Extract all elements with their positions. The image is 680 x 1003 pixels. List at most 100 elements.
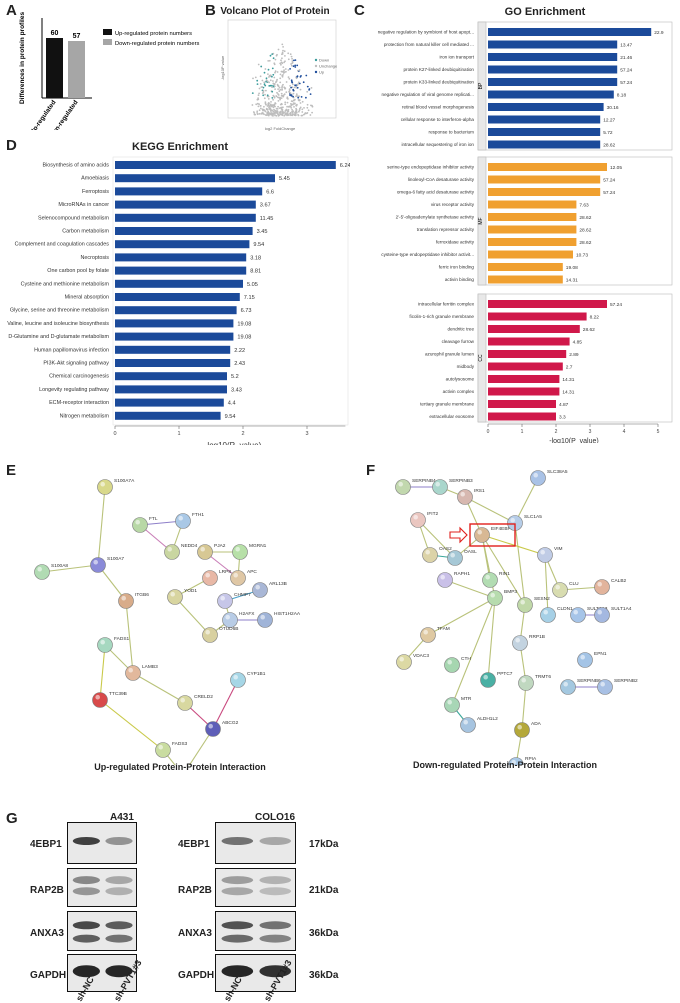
ppi-down-node-label: SERPINB4 <box>412 478 436 484</box>
volcano-point <box>296 75 299 78</box>
volcano-point <box>265 80 267 83</box>
volcano-point <box>285 70 287 73</box>
volcano-point <box>301 111 304 113</box>
volcano-point <box>298 110 300 113</box>
ppi-down-node <box>514 722 530 738</box>
ppi-up-caption: Up-regulated Protein-Protein Interaction <box>94 762 266 772</box>
go-bar-label: 28.62 <box>579 228 591 234</box>
volcano-point <box>259 107 262 110</box>
go-bar-label: 12.27 <box>603 118 615 124</box>
go-chart: BP negative regulation by symbiont of hos… <box>378 21 673 443</box>
kegg-bar <box>115 345 231 354</box>
volcano-point <box>281 43 284 46</box>
ppi-up-node <box>90 557 106 573</box>
volcano-point <box>262 109 264 112</box>
kegg-bar <box>115 279 243 288</box>
go-bar-label: 28.62 <box>579 215 591 221</box>
ppi-down-node-label: TFAM <box>437 626 450 632</box>
volcano-point <box>271 90 274 93</box>
go-bar <box>488 175 601 184</box>
kegg-bar-label: 9.54 <box>225 414 236 420</box>
volcano-point <box>256 110 259 113</box>
volcano-point <box>297 69 299 72</box>
volcano-point <box>290 79 293 82</box>
volcano-point <box>258 112 261 115</box>
kegg-bar <box>115 332 234 341</box>
ppi-down-node-highlight <box>398 481 403 487</box>
volcano-point <box>270 101 272 103</box>
volcano-point <box>299 76 302 78</box>
go-bar <box>488 103 604 111</box>
volcano-point <box>290 55 293 58</box>
ppi-up-node <box>205 721 221 737</box>
wb-label-4ebp1-colo16: 4EBP1 <box>178 839 210 850</box>
kegg-bar <box>115 385 227 394</box>
go-bar-label: 14.31 <box>566 278 578 284</box>
volcano-point <box>289 85 291 87</box>
go-term-label: intracellular ferritin complex <box>418 302 475 307</box>
go-bar <box>488 362 563 371</box>
kegg-tick-label: 3 <box>305 431 308 437</box>
ppi-down-node <box>560 679 576 695</box>
ppi-up-node-highlight <box>180 697 185 703</box>
go-term-label: ficolin-1-rich granule membrane <box>409 314 474 319</box>
volcano-point <box>256 113 259 116</box>
ppi-down-node-label: SERPINB2 <box>614 678 638 684</box>
kegg-bar-label: 5.2 <box>231 374 239 380</box>
volcano-point <box>281 70 284 73</box>
ppi-up-node <box>177 695 193 711</box>
kegg-frame <box>112 156 349 426</box>
go-term-label: virus receptor activity <box>431 202 475 207</box>
volcano-point <box>256 83 259 85</box>
volcano-point <box>256 102 259 105</box>
western-blot-rap2b-a431 <box>67 868 137 907</box>
ppi-up-node-label: S100A8 <box>51 563 68 569</box>
volcano-point <box>265 77 268 80</box>
ppi-down-node-highlight <box>485 574 490 580</box>
ppi-up-node-highlight <box>37 566 42 572</box>
ppi-up-node-highlight <box>93 559 98 565</box>
volcano-point <box>310 87 313 89</box>
ppi-up-node-label: ABCG2 <box>222 720 239 726</box>
blot-band <box>221 887 254 896</box>
volcano-point <box>287 105 290 108</box>
volcano-point <box>268 76 270 78</box>
volcano-point <box>264 102 267 105</box>
volcano-point <box>280 61 283 64</box>
volcano-title: Volcano Plot of Protein <box>220 6 330 17</box>
kegg-term-label: Longevity regulating pathway <box>39 387 109 393</box>
volcano-point <box>267 98 270 100</box>
go-term-label: protection from natural killer cell medi… <box>384 42 474 47</box>
western-blot-anxa3-colo16 <box>215 911 296 951</box>
ppi-down-node-highlight <box>600 681 605 687</box>
volcano-point <box>290 107 293 109</box>
volcano-point <box>286 105 288 108</box>
ppi-down-node-highlight <box>515 637 520 643</box>
ppi-up-node-label: HIST1H2AA <box>274 611 301 617</box>
volcano-point <box>291 108 293 111</box>
panel-a-category: Up-regulated <box>29 99 58 130</box>
volcano-point <box>271 97 274 99</box>
volcano-frame <box>227 19 337 119</box>
volcano-point <box>311 104 313 107</box>
ppi-up-edge <box>99 644 106 701</box>
go-bar <box>488 375 560 383</box>
volcano-point <box>301 108 304 111</box>
kegg-bar-label: 8.81 <box>250 269 261 275</box>
kegg-title: KEGG Enrichment <box>132 141 228 153</box>
volcano-point <box>297 96 300 99</box>
volcano-point <box>292 92 295 95</box>
ppi-down-node-label: ADA <box>531 721 542 727</box>
ppi-down-node <box>474 527 490 543</box>
volcano-point <box>306 90 309 93</box>
volcano-point <box>273 76 276 79</box>
wb-label-rap2b-colo16: RAP2B <box>178 885 212 896</box>
panel-a-legend-swatch <box>103 39 112 45</box>
go-bar-label: 57.24 <box>603 178 615 184</box>
volcano-point <box>286 96 289 99</box>
go-term-label: cleavage furrow <box>442 339 475 344</box>
volcano-point <box>267 73 269 75</box>
volcano-point <box>295 93 298 96</box>
volcano-point <box>267 68 270 71</box>
ppi-down-node-highlight <box>483 674 488 680</box>
